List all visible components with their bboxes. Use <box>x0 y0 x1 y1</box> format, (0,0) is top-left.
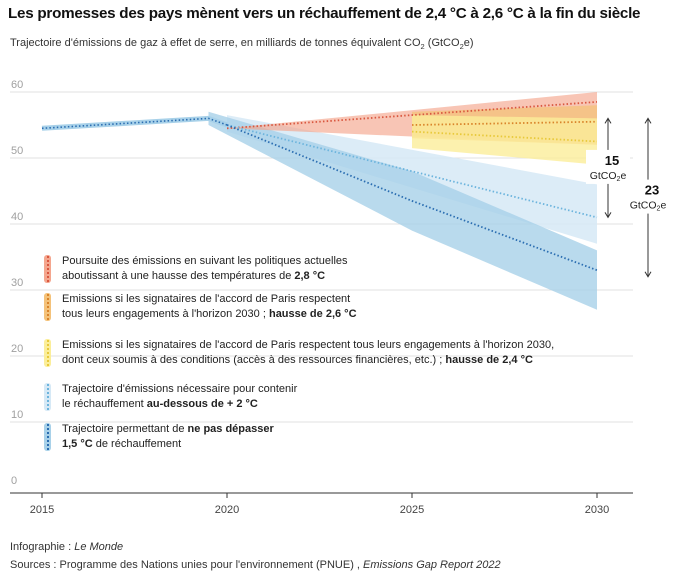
legend-item-3: Trajectoire d'émissions nécessaire pour … <box>62 382 297 411</box>
legend-text-2-1: dont ceux soumis à des conditions (accès… <box>62 353 446 366</box>
x-tick-label-1: 2020 <box>215 504 239 516</box>
annotation-unit-1: GtCO2e <box>630 200 667 213</box>
source-line: Sources : Programme des Nations unies po… <box>10 559 501 571</box>
legend-swatch-4 <box>44 423 51 451</box>
subtitle-text: Trajectoire d'émissions de gaz à effet d… <box>10 37 421 49</box>
legend-swatch-line-2 <box>47 340 49 366</box>
legend-item-2: Emissions si les signataires de l'accord… <box>62 338 554 367</box>
chart-title: Les promesses des pays mènent vers un ré… <box>8 5 641 22</box>
legend-swatch-line-3 <box>47 384 49 410</box>
legend-text-3-1: le réchauffement <box>62 397 147 410</box>
series-line-2 <box>411 130 598 143</box>
legend-text-1-1: tous leurs engagements à l'horizon 2030 … <box>62 307 269 320</box>
annotation-unit-text: GtCO <box>630 200 657 212</box>
annotation-unit-0: GtCO2e <box>590 170 627 183</box>
y-tick-label-1: 10 <box>11 409 23 421</box>
annotation-arrow-top-0 <box>604 117 612 124</box>
legend-text-4-1: ne pas dépasser <box>187 423 274 435</box>
series-line-3 <box>226 124 598 219</box>
annotation-value-1: 23 <box>645 183 659 198</box>
y-tick-label-6: 60 <box>11 79 23 91</box>
credit-line: Infographie : Le Monde <box>10 541 123 553</box>
legend-text-0-1: aboutissant à une hausse des température… <box>62 269 295 282</box>
legend-text-0-0: Poursuite des émissions en suivant les p… <box>62 255 348 267</box>
legend-item-0: Poursuite des émissions en suivant les p… <box>62 254 348 283</box>
source-label: Sources : Programme des Nations unies po… <box>10 559 364 571</box>
annotation-unit-sub: 2 <box>657 206 661 213</box>
y-tick-label-5: 50 <box>11 145 23 157</box>
annotation-value-0: 15 <box>605 153 619 168</box>
y-tick-label-3: 30 <box>11 277 23 289</box>
subtitle-tail: (GtCO <box>424 37 460 49</box>
annotation-bg-0 <box>586 149 630 184</box>
legend-item-4: Trajectoire permettant de ne pas dépasse… <box>62 422 274 451</box>
legend-item-1: Emissions si les signataires de l'accord… <box>62 292 357 321</box>
legend-swatch-line-1 <box>47 294 49 320</box>
annotation-arrow-top-1 <box>644 117 652 124</box>
band-series-2 <box>412 115 597 165</box>
chart-subtitle: Trajectoire d'émissions de gaz à effet d… <box>10 37 474 51</box>
legend-swatch-2 <box>44 339 51 367</box>
legend-swatch-line-0 <box>47 256 49 282</box>
credit-name: Le Monde <box>74 541 124 553</box>
legend-text-2-2: hausse de 2,4 °C <box>445 353 533 366</box>
annotation-unit-text: GtCO <box>590 170 617 182</box>
legend-text-1-0: Emissions si les signataires de l'accord… <box>62 293 351 305</box>
x-tick-label-0: 2015 <box>30 504 54 516</box>
legend-swatch-1 <box>44 293 51 321</box>
annotation-bg-1 <box>626 179 670 214</box>
source-name: Emissions Gap Report 2022 <box>363 559 501 571</box>
y-tick-label-2: 20 <box>11 343 23 355</box>
y-tick-label-4: 40 <box>11 211 23 223</box>
legend-text-4-3: de réchauffement <box>92 437 182 450</box>
annotation-unit-tail: e <box>620 170 626 182</box>
historical-line <box>41 117 228 130</box>
series-line-4 <box>226 124 598 272</box>
y-tick-label-0: 0 <box>11 475 17 487</box>
subtitle-subscript-2: 2 <box>459 42 464 52</box>
series-line-1 <box>411 120 598 126</box>
subtitle-end: e) <box>463 37 474 49</box>
legend-swatch-line-4 <box>47 424 49 450</box>
annotation-unit-sub: 2 <box>617 176 621 183</box>
legend-text-1-2: hausse de 2,6 °C <box>268 307 357 320</box>
legend-text-2-0: Emissions si les signataires de l'accord… <box>62 339 555 351</box>
legend-text-4-2: 1,5 °C <box>62 437 93 450</box>
legend-text-4-0: Trajectoire permettant de <box>62 423 188 435</box>
legend-text-3-2: au-dessous de + 2 °C <box>146 397 258 410</box>
legend-text-3-0: Trajectoire d'émissions nécessaire pour … <box>62 383 298 395</box>
legend-swatch-0 <box>44 255 51 283</box>
x-tick-label-3: 2030 <box>585 504 609 516</box>
annotation-arrow-bottom-0 <box>604 212 612 219</box>
legend-text-0-2: 2,8 °C <box>294 269 326 282</box>
band-series-4 <box>208 111 597 310</box>
x-tick-label-2: 2025 <box>400 504 424 516</box>
credit-label: Infographie : <box>10 541 75 553</box>
annotation-arrow-bottom-1 <box>644 271 652 278</box>
series-line-0 <box>226 101 598 130</box>
legend-swatch-3 <box>44 383 51 411</box>
annotation-unit-tail: e <box>660 200 666 212</box>
subtitle-subscript: 2 <box>420 42 425 52</box>
